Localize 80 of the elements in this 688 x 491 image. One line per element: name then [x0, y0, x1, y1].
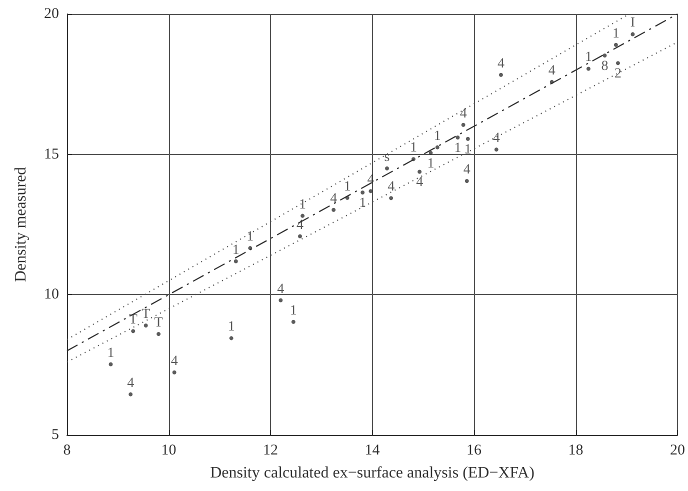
text: 1 — [410, 140, 417, 156]
point — [298, 234, 302, 238]
text: 4 — [330, 191, 338, 206]
x-tick-label: 14 — [364, 442, 380, 458]
text: 1 — [232, 242, 240, 258]
point — [586, 66, 590, 71]
point — [229, 336, 234, 340]
x-tick-label: 20 — [670, 442, 685, 458]
point — [466, 136, 470, 141]
point — [278, 298, 283, 302]
x-tick-label: 10 — [161, 442, 176, 458]
point — [156, 332, 161, 336]
text: T — [142, 307, 150, 322]
series-label: I — [630, 16, 636, 31]
point — [389, 196, 394, 200]
point — [418, 170, 422, 174]
text: 4 — [460, 106, 467, 122]
x-axis-title: Density calculated ex−surface analysis (ED−XFA) — [210, 464, 534, 482]
series-label: 1 — [228, 320, 235, 335]
point — [128, 392, 133, 396]
text: 4 — [492, 131, 500, 146]
text: 1 — [434, 128, 441, 144]
point — [108, 362, 113, 366]
point — [614, 42, 618, 47]
point — [234, 259, 238, 264]
point — [456, 135, 460, 140]
y-tick-label: 10 — [44, 286, 59, 303]
text: 1 — [299, 197, 306, 212]
point — [291, 320, 296, 324]
text: 1 — [584, 50, 592, 66]
text: 1 — [427, 156, 434, 172]
series-label: 2 — [614, 66, 622, 82]
text: 4 — [416, 175, 424, 190]
text: 1 — [344, 179, 351, 194]
text: 4 — [277, 282, 284, 297]
point — [131, 329, 136, 334]
point — [550, 80, 554, 84]
text: 1 — [612, 26, 620, 42]
point — [630, 32, 635, 36]
series-label: 8 — [601, 59, 608, 74]
point — [428, 150, 433, 155]
point — [602, 54, 607, 58]
y-axis-title: Density measured — [12, 166, 30, 282]
series-label: 4 — [127, 376, 134, 391]
point — [300, 214, 305, 218]
y-tick-label: 5 — [52, 427, 59, 443]
point — [332, 208, 336, 212]
point — [435, 145, 440, 150]
y-tick-label: 15 — [44, 146, 59, 162]
point — [144, 324, 148, 328]
text: 4 — [497, 56, 504, 72]
text: 4 — [548, 63, 556, 78]
x-tick-label: 8 — [63, 442, 71, 458]
x-tick-label: 18 — [568, 442, 584, 458]
point — [616, 61, 620, 66]
point — [494, 148, 498, 152]
series-label: T — [154, 315, 164, 330]
point — [498, 72, 503, 77]
text: 1 — [290, 303, 297, 318]
text: 4 — [388, 180, 395, 195]
y-tick-label: 20 — [44, 6, 59, 22]
text: 4 — [170, 354, 178, 369]
point — [461, 122, 466, 127]
point — [172, 370, 176, 374]
point — [248, 246, 252, 250]
point — [464, 179, 469, 183]
text: 1 — [454, 140, 462, 156]
point — [360, 190, 365, 195]
point — [385, 166, 390, 170]
text: 1 — [359, 196, 366, 212]
x-tick-label: 16 — [466, 442, 482, 458]
text: 1 — [107, 346, 114, 361]
text: T — [128, 312, 138, 328]
point — [345, 196, 350, 200]
text: 1 — [246, 230, 254, 245]
text: 1 — [464, 142, 472, 158]
text: 4 — [463, 162, 470, 178]
point — [368, 189, 373, 194]
x-tick-label: 12 — [263, 442, 278, 458]
point — [411, 157, 416, 162]
